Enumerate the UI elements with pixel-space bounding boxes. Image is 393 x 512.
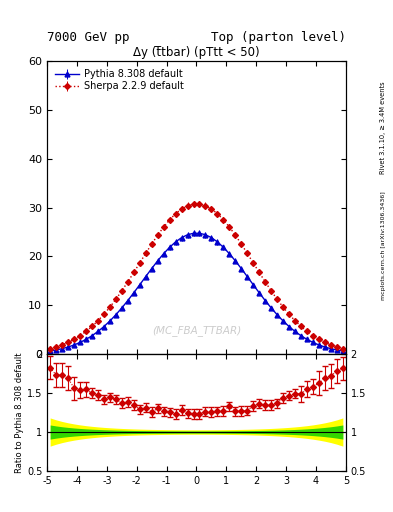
Text: Top (parton level): Top (parton level)	[211, 31, 346, 44]
Text: Rivet 3.1.10, ≥ 3.4M events: Rivet 3.1.10, ≥ 3.4M events	[380, 82, 386, 174]
Title: Δy (t̅tbar) (pTtt < 50): Δy (t̅tbar) (pTtt < 50)	[133, 46, 260, 59]
Text: (MC_FBA_TTBAR): (MC_FBA_TTBAR)	[152, 325, 241, 336]
Text: mcplots.cern.ch [arXiv:1306.3436]: mcplots.cern.ch [arXiv:1306.3436]	[381, 191, 386, 300]
Text: 7000 GeV pp: 7000 GeV pp	[47, 31, 130, 44]
Y-axis label: Ratio to Pythia 8.308 default: Ratio to Pythia 8.308 default	[15, 352, 24, 473]
Legend: Pythia 8.308 default, Sherpa 2.2.9 default: Pythia 8.308 default, Sherpa 2.2.9 defau…	[52, 66, 187, 94]
